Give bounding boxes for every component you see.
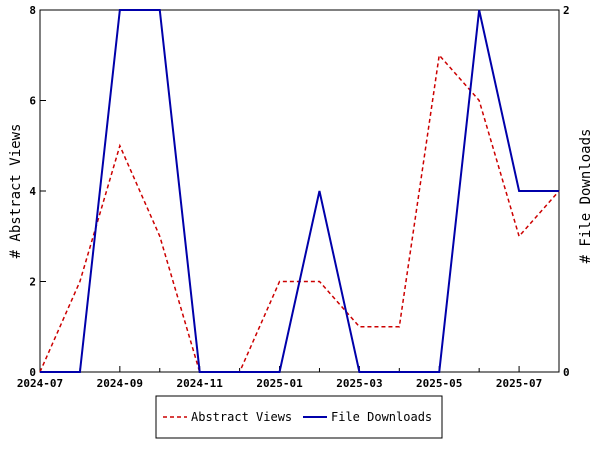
left-y-tick-labels: 0 2 4 6 8 xyxy=(29,4,36,379)
x-tick-label: 2025-05 xyxy=(416,377,462,390)
x-tick-label: 2025-03 xyxy=(336,377,382,390)
right-y-tick-label: 0 xyxy=(563,366,570,379)
x-tick-labels: 2024-07 2024-09 2024-11 2025-01 2025-03 2025-… xyxy=(17,377,542,390)
x-tick-label: 2025-01 xyxy=(256,377,303,390)
plot-area xyxy=(39,9,560,373)
x-tick-label: 2024-09 xyxy=(97,377,143,390)
x-tick-label: 2024-11 xyxy=(177,377,224,390)
right-y-axis-title: # File Downloads xyxy=(578,129,594,264)
right-y-tick-label: 2 xyxy=(563,4,570,17)
x-tick-label: 2025-07 xyxy=(496,377,542,390)
legend: Abstract Views File Downloads xyxy=(155,395,443,439)
left-y-tick-label: 6 xyxy=(29,95,36,108)
left-y-tick-label: 0 xyxy=(29,366,36,379)
x-tick-label: 2024-07 xyxy=(17,377,63,390)
right-y-tick-labels: 02 xyxy=(563,4,570,379)
series-lines xyxy=(39,9,560,373)
left-y-tick-label: 2 xyxy=(29,276,36,289)
legend-label-file-downloads: File Downloads xyxy=(331,410,432,424)
left-y-tick-label: 8 xyxy=(29,4,36,17)
legend-box xyxy=(155,395,443,439)
left-y-tick-label: 4 xyxy=(29,185,36,198)
series-line-file-downloads xyxy=(40,9,559,373)
left-y-axis-title: # Abstract Views xyxy=(8,124,24,259)
legend-label-abstract-views: Abstract Views xyxy=(191,410,292,424)
